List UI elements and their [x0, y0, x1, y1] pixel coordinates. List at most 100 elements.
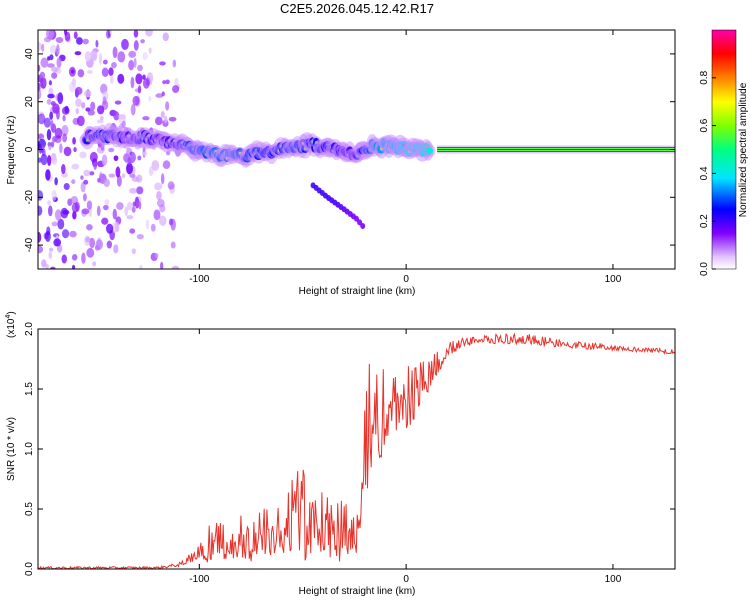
figure-title: C2E5.2026.045.12.42.R17: [280, 1, 434, 16]
spectrogram-noise-speckle: [165, 79, 170, 85]
y-tick-label: 1.0: [24, 442, 35, 456]
spectrogram-noise-speckle: [162, 80, 166, 85]
spectrogram-noise-speckle: [95, 39, 99, 48]
spectrogram-noise-speckle: [101, 154, 108, 166]
spectrogram-blobs: [38, 30, 675, 269]
spectrogram-noise-speckle: [126, 215, 134, 220]
spectrogram-noise-speckle: [154, 116, 163, 126]
spectrogram-noise-speckle: [72, 210, 77, 220]
spectrogram-noise-speckle: [96, 119, 104, 124]
spectrogram-noise-speckle: [89, 171, 95, 176]
spectrogram-noise-speckle: [61, 163, 66, 175]
spectrogram-noise-speckle: [129, 173, 136, 178]
spectrogram-noise-speckle: [130, 104, 135, 115]
spectrogram-noise-speckle: [57, 218, 65, 230]
spectrogram-noise-speckle: [112, 208, 117, 220]
spectrogram-noise-speckle: [104, 199, 110, 206]
spectrogram-noise-speckle: [74, 51, 82, 56]
spectrogram-noise-speckle: [38, 64, 41, 72]
spectrogram-noise-speckle: [148, 96, 152, 102]
spectrogram-noise-speckle: [50, 101, 56, 106]
spectrogram-noise-speckle: [43, 117, 51, 128]
y-tick-label: -20: [24, 190, 35, 205]
spectrogram-noise-speckle: [39, 71, 46, 79]
spectrogram-noise-speckle: [171, 265, 180, 269]
spectrogram-noise-speckle: [48, 80, 52, 86]
spectrogram-noise-speckle: [137, 155, 142, 161]
spectrogram-noise-speckle: [71, 163, 80, 170]
x-tick-label: 0: [403, 574, 409, 585]
spectrogram-noise-speckle: [142, 74, 146, 80]
spectrogram-noise-speckle: [60, 207, 69, 219]
spectrogram-noise-speckle: [130, 76, 135, 89]
spectrogram-noise-speckle: [127, 157, 132, 165]
x-tick-label: 0: [403, 274, 409, 285]
spectrogram-noise-speckle: [56, 57, 62, 69]
spectrogram-noise-speckle: [126, 201, 133, 211]
spectrogram-noise-speckle: [131, 248, 136, 255]
spectrogram-noise-speckle: [97, 105, 105, 115]
spectrogram-noise-speckle: [151, 160, 160, 171]
spectrogram-noise-speckle: [108, 173, 116, 178]
spectrogram-noise-speckle: [48, 247, 54, 252]
spectrogram-noise-speckle: [115, 166, 121, 178]
spectrogram-noise-speckle: [140, 39, 145, 44]
spectrogram-noise-speckle: [108, 147, 115, 153]
spectrogram-noise-speckle: [80, 101, 86, 109]
spectrogram-noise-speckle: [101, 67, 109, 77]
spectrogram-noise-speckle: [82, 193, 87, 202]
y-tick-label: 0: [24, 146, 35, 152]
y-tick-label: 0.0: [24, 562, 35, 576]
spectrogram-carrier-line: [437, 149, 675, 150]
spectrogram-noise-speckle: [38, 113, 46, 125]
spectrogram-noise-speckle: [145, 30, 153, 37]
spectrogram-noise-speckle: [136, 186, 144, 195]
snr-x-label: Height of straight line (km): [299, 586, 416, 597]
spectrogram-noise-speckle: [106, 240, 113, 249]
spectrogram-noise-speckle: [80, 175, 84, 180]
spectrogram-noise-speckle: [114, 100, 122, 105]
spectrogram-noise-speckle: [111, 62, 117, 69]
spectrogram-noise-speckle: [49, 54, 54, 61]
spectrogram-noise-speckle: [103, 178, 110, 188]
spectrogram-track-blob: [426, 147, 434, 154]
spectrogram-noise-speckle: [90, 50, 98, 61]
spectrogram-noise-speckle: [159, 61, 166, 66]
spectrogram-noise-speckle: [133, 40, 139, 51]
spectrogram-noise-speckle: [79, 151, 87, 159]
spectrogram-noise-speckle: [133, 30, 139, 38]
spectrogram-noise-speckle: [170, 241, 176, 249]
spectrogram-noise-speckle: [128, 59, 135, 71]
spectrogram-noise-speckle: [59, 143, 63, 154]
spectrogram-noise-speckle: [69, 81, 76, 93]
spectrogram-noise-speckle: [76, 37, 83, 45]
spectrogram-noise-speckle: [38, 231, 42, 243]
spectrogram-noise-speckle: [71, 254, 78, 261]
spectrogram-noise-speckle: [162, 32, 169, 42]
spectrogram-noise-speckle: [172, 59, 177, 68]
spectrogram-noise-speckle: [101, 217, 109, 225]
spectrogram-noise-speckle: [69, 230, 77, 238]
y-tick-label: 2.0: [24, 322, 35, 336]
spectrogram-noise-speckle: [87, 109, 95, 116]
spectrogram-noise-speckle: [168, 116, 177, 122]
spectrogram-descending-blob: [354, 215, 359, 222]
spectrogram-noise-speckle: [54, 177, 58, 186]
colorbar-tick-label: 0.8: [699, 70, 710, 84]
spectrogram-noise-speckle: [95, 239, 104, 250]
spectrogram-noise-speckle: [47, 200, 52, 206]
spectrogram-noise-speckle: [75, 86, 83, 95]
spectrogram-noise-speckle: [72, 137, 76, 145]
spectrogram-x-ticks: -100 0 100: [189, 30, 622, 285]
spectrogram-noise-speckle: [116, 174, 122, 187]
spectrogram-noise-speckle: [72, 264, 76, 269]
spectrogram-noise-speckle: [38, 88, 42, 100]
spectrogram-noise-speckle: [64, 30, 68, 36]
spectrogram-noise-speckle: [38, 143, 43, 154]
spectrogram-noise-speckle: [47, 56, 51, 61]
colorbar-tick-label: 0.6: [699, 118, 710, 132]
spectrogram-noise-speckle: [41, 43, 45, 52]
spectrogram-noise-speckle: [38, 190, 44, 201]
spectrogram-noise-speckle: [164, 115, 168, 124]
snr-panel: -100 0 100 0.0 0.5 1.0 1.5 2.0 Height of strai…: [5, 311, 676, 597]
